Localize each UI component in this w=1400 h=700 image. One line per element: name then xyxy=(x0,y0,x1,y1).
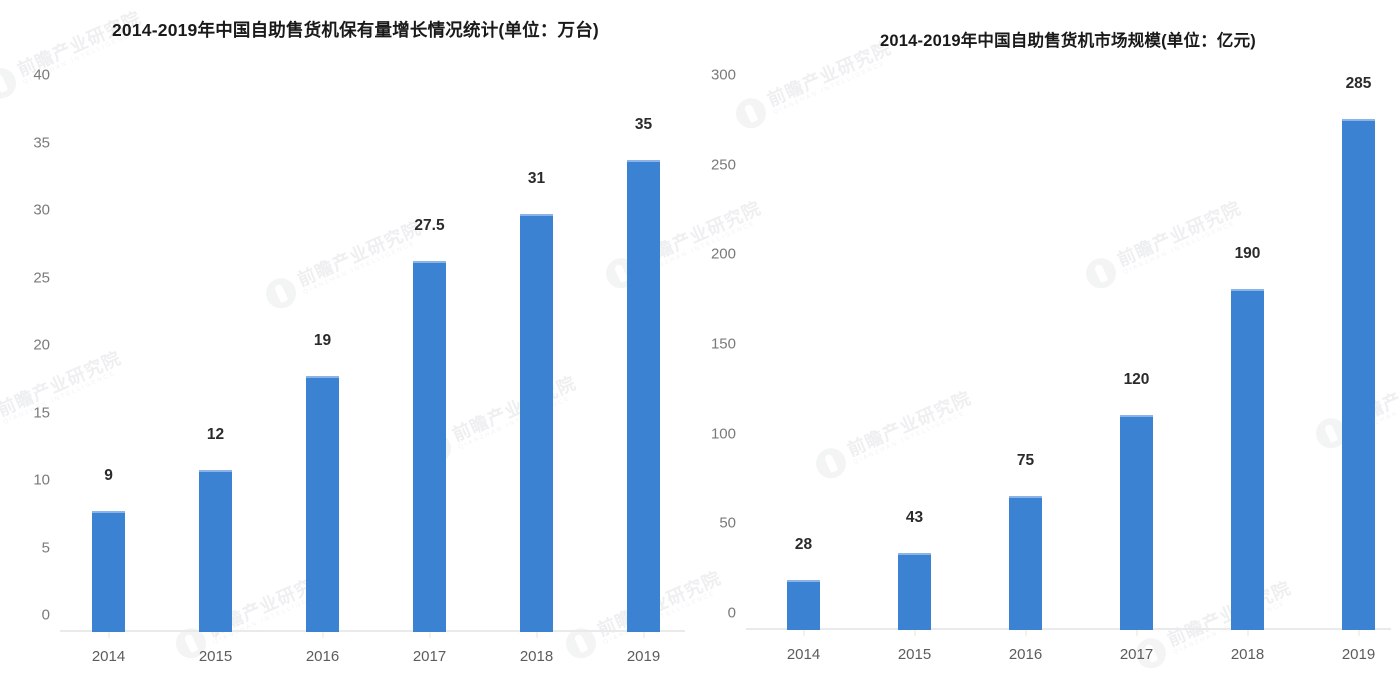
y-axis-tick-label: 5 xyxy=(41,539,50,556)
bar-value-label: 285 xyxy=(1345,74,1372,92)
plot-area-stock: 0 5 10 15 20 25 30 35 40 9 2014 12 2015 19 2016 27.5 201… xyxy=(33,67,685,665)
y-axis-tick-label: 250 xyxy=(710,156,736,174)
x-axis-tick-label: 2015 xyxy=(897,646,932,663)
x-axis-tick-label: 2017 xyxy=(1119,646,1154,663)
x-axis-line xyxy=(746,628,1391,630)
x-axis-tick-label: 2015 xyxy=(198,648,233,665)
x-axis-tickmark xyxy=(1025,630,1026,636)
chart-title-stock: 2014-2019年中国自助售货机保有量增长情况统计(单位：万台) xyxy=(112,20,599,40)
x-axis-tickmark xyxy=(643,632,644,638)
x-axis-tickmark xyxy=(215,632,216,638)
x-axis-tickmark xyxy=(1247,630,1248,636)
bar-value-label: 35 xyxy=(634,115,653,133)
bar-value-label: 9 xyxy=(104,466,113,484)
x-axis-tickmark xyxy=(914,630,915,636)
bar[interactable] xyxy=(520,213,553,632)
bar-value-label: 190 xyxy=(1234,245,1261,263)
bar-value-label: 27.5 xyxy=(414,216,445,234)
x-axis-tickmark xyxy=(536,632,537,638)
y-axis-tick-label: 10 xyxy=(33,471,50,489)
x-axis-tickmark xyxy=(429,632,430,638)
bar-value-label: 19 xyxy=(313,331,332,349)
y-axis-tick-label: 0 xyxy=(727,604,736,622)
x-axis-tick-label: 2019 xyxy=(626,648,661,665)
x-axis-tick-label: 2016 xyxy=(305,648,340,665)
y-axis-tick-label: 35 xyxy=(33,134,50,151)
bar[interactable] xyxy=(898,552,931,630)
bar[interactable] xyxy=(1342,118,1375,630)
plot-area-market-size: 0 50 100 150 200 250 300 28 2014 43 2015 75 2016 120 2… xyxy=(711,67,1391,663)
y-axis-tick-label: 300 xyxy=(710,66,736,84)
bar[interactable] xyxy=(627,159,660,632)
y-axis-tick-label: 50 xyxy=(719,514,736,532)
bar[interactable] xyxy=(1009,495,1042,630)
y-axis-tick-label: 0 xyxy=(41,606,50,624)
x-axis-tick-label: 2016 xyxy=(1008,646,1043,663)
bar-value-label: 75 xyxy=(1016,451,1035,469)
x-axis-line xyxy=(60,630,685,632)
chart-panel-market-size: 2014-2019年中国自助售货机市场规模(单位：亿元) 0 50 100 150 20… xyxy=(700,0,1400,700)
y-axis-tick-label: 100 xyxy=(710,425,736,443)
y-axis-tick-label: 200 xyxy=(710,245,736,263)
bar-value-label: 31 xyxy=(527,169,546,187)
x-axis-tick-label: 2019 xyxy=(1341,646,1376,663)
bar[interactable] xyxy=(1231,289,1264,630)
y-axis-tick-label: 15 xyxy=(33,404,50,421)
x-axis-tickmark xyxy=(108,632,109,638)
bar-value-label: 12 xyxy=(206,426,225,443)
x-axis-tick-label: 2018 xyxy=(1230,646,1265,663)
x-axis-tick-label: 2014 xyxy=(91,648,126,665)
bar-value-label: 43 xyxy=(905,508,924,526)
x-axis-tickmark xyxy=(803,630,804,636)
chart-panel-stock: 2014-2019年中国自助售货机保有量增长情况统计(单位：万台) 0 5 10 15… xyxy=(33,20,685,665)
y-axis-tick-label: 25 xyxy=(33,269,50,286)
bar[interactable] xyxy=(306,375,339,632)
x-axis-tick-label: 2018 xyxy=(519,648,554,665)
chart-title-market-size: 2014-2019年中国自助售货机市场规模(单位：亿元) xyxy=(880,32,1256,50)
bar[interactable] xyxy=(1120,414,1153,630)
x-axis-tickmark xyxy=(1136,630,1137,636)
x-axis-tickmark xyxy=(1358,630,1359,636)
bar[interactable] xyxy=(199,470,232,632)
x-axis-tick-label: 2017 xyxy=(412,648,447,665)
x-axis-tick-label: 2014 xyxy=(786,646,821,663)
bar-value-label: 28 xyxy=(794,535,813,553)
y-axis-tick-label: 20 xyxy=(33,336,50,354)
y-axis-tick-label: 30 xyxy=(33,201,50,219)
bar[interactable] xyxy=(92,510,125,632)
x-axis-tickmark xyxy=(322,632,323,638)
bar[interactable] xyxy=(787,579,820,630)
y-axis-tick-label: 40 xyxy=(33,66,50,84)
y-axis-tick-label: 150 xyxy=(710,335,736,353)
bar-value-label: 120 xyxy=(1123,370,1150,388)
bar[interactable] xyxy=(413,260,446,632)
